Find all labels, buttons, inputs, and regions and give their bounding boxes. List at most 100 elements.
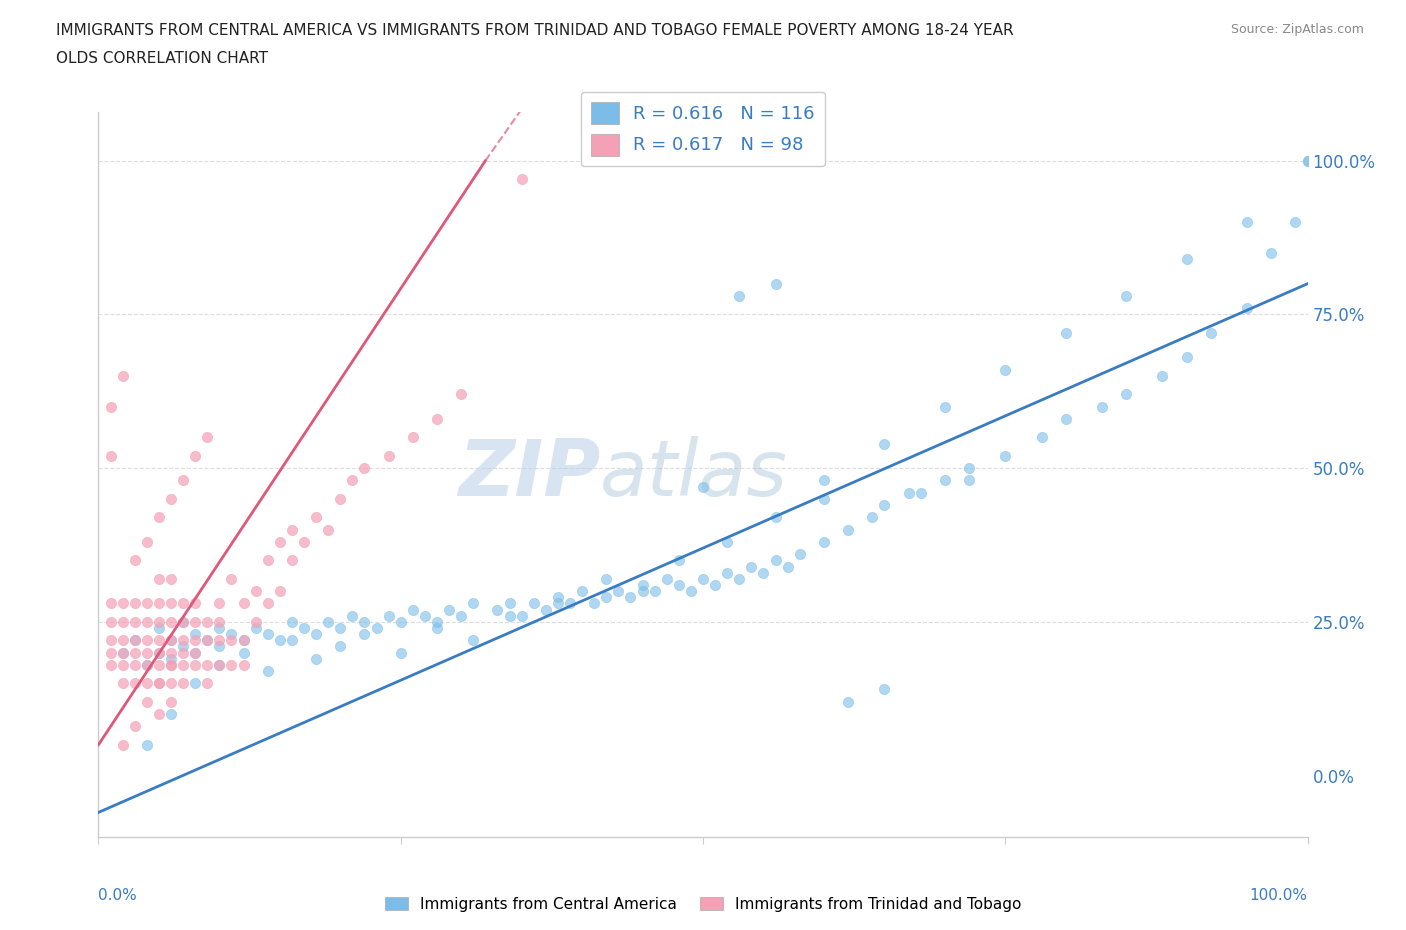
- Point: [195, 658, 218, 672]
- Point: [1175, 350, 1198, 365]
- Point: [1054, 412, 1077, 427]
- Point: [619, 590, 641, 604]
- Point: [547, 590, 569, 604]
- Point: [692, 571, 714, 586]
- Point: [221, 571, 243, 586]
- Point: [413, 608, 436, 623]
- Point: [1115, 387, 1137, 402]
- Text: OLDS CORRELATION CHART: OLDS CORRELATION CHART: [56, 51, 269, 66]
- Point: [595, 590, 617, 604]
- Point: [1296, 153, 1319, 168]
- Point: [426, 620, 449, 635]
- Point: [184, 676, 207, 691]
- Point: [184, 627, 207, 642]
- Point: [316, 615, 339, 630]
- Text: 0.0%: 0.0%: [98, 888, 138, 903]
- Point: [305, 627, 328, 642]
- Point: [813, 473, 835, 488]
- Point: [111, 368, 134, 383]
- Point: [135, 676, 157, 691]
- Point: [728, 288, 751, 303]
- Point: [1091, 399, 1114, 414]
- Point: [437, 602, 460, 617]
- Point: [342, 608, 364, 623]
- Point: [644, 584, 666, 599]
- Point: [776, 559, 799, 574]
- Point: [305, 651, 328, 666]
- Point: [389, 615, 412, 630]
- Point: [426, 615, 449, 630]
- Point: [124, 658, 146, 672]
- Point: [994, 363, 1017, 378]
- Point: [353, 627, 375, 642]
- Point: [172, 615, 194, 630]
- Point: [269, 584, 291, 599]
- Point: [463, 596, 485, 611]
- Point: [172, 473, 194, 488]
- Point: [124, 553, 146, 568]
- Point: [148, 615, 170, 630]
- Point: [377, 448, 399, 463]
- Point: [172, 632, 194, 647]
- Point: [305, 510, 328, 525]
- Point: [148, 510, 170, 525]
- Point: [135, 645, 157, 660]
- Point: [245, 620, 267, 635]
- Point: [232, 645, 254, 660]
- Point: [135, 695, 157, 710]
- Point: [1236, 301, 1258, 316]
- Point: [124, 596, 146, 611]
- Point: [135, 658, 157, 672]
- Point: [607, 584, 630, 599]
- Point: [1054, 326, 1077, 340]
- Point: [510, 172, 533, 187]
- Point: [124, 676, 146, 691]
- Point: [765, 553, 787, 568]
- Point: [172, 615, 194, 630]
- Point: [160, 707, 183, 722]
- Point: [184, 645, 207, 660]
- Point: [281, 615, 304, 630]
- Point: [208, 620, 231, 635]
- Point: [486, 602, 509, 617]
- Point: [160, 571, 183, 586]
- Text: IMMIGRANTS FROM CENTRAL AMERICA VS IMMIGRANTS FROM TRINIDAD AND TOBAGO FEMALE PO: IMMIGRANTS FROM CENTRAL AMERICA VS IMMIG…: [56, 23, 1014, 38]
- Point: [595, 571, 617, 586]
- Point: [111, 658, 134, 672]
- Point: [728, 571, 751, 586]
- Point: [316, 522, 339, 537]
- Point: [1260, 246, 1282, 260]
- Point: [172, 639, 194, 654]
- Point: [148, 571, 170, 586]
- Point: [148, 620, 170, 635]
- Point: [934, 399, 956, 414]
- Point: [232, 596, 254, 611]
- Point: [1236, 215, 1258, 230]
- Point: [195, 430, 218, 445]
- Point: [837, 695, 859, 710]
- Point: [160, 651, 183, 666]
- Text: 100.0%: 100.0%: [1250, 888, 1308, 903]
- Point: [281, 553, 304, 568]
- Point: [583, 596, 606, 611]
- Point: [160, 491, 183, 506]
- Point: [195, 676, 218, 691]
- Point: [160, 615, 183, 630]
- Point: [957, 473, 980, 488]
- Point: [148, 676, 170, 691]
- Point: [329, 639, 352, 654]
- Point: [172, 596, 194, 611]
- Point: [631, 578, 654, 592]
- Point: [1115, 288, 1137, 303]
- Point: [281, 522, 304, 537]
- Point: [256, 553, 278, 568]
- Point: [342, 473, 364, 488]
- Point: [994, 448, 1017, 463]
- Point: [534, 602, 557, 617]
- Point: [124, 645, 146, 660]
- Point: [111, 645, 134, 660]
- Legend: Immigrants from Central America, Immigrants from Trinidad and Tobago: Immigrants from Central America, Immigra…: [378, 890, 1028, 918]
- Point: [100, 645, 122, 660]
- Point: [256, 596, 278, 611]
- Point: [160, 695, 183, 710]
